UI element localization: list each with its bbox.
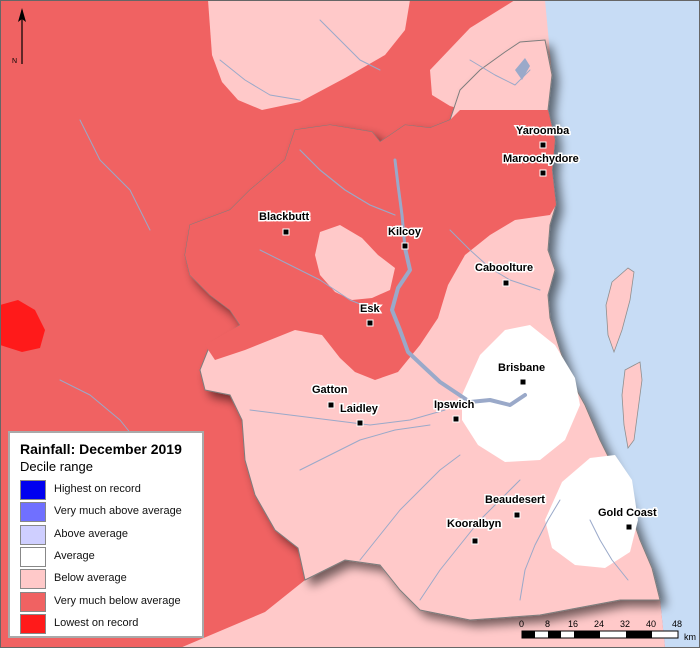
legend-label: Above average [54, 528, 128, 540]
town-label: Kooralbyn [447, 518, 502, 530]
river-west [299, 149, 396, 216]
town-marker-beaudesert [513, 511, 521, 519]
town-marker-goldcoast [625, 523, 633, 531]
legend-swatch [20, 614, 46, 634]
legend: Rainfall: December 2019 Decile range Hig… [8, 431, 204, 638]
town-label: Blackbutt [259, 211, 309, 223]
town-label: Laidley [340, 403, 379, 415]
below-average-pocket [315, 225, 395, 300]
town-marker-laidley [356, 419, 364, 427]
lowest-on-record-patch [0, 300, 45, 352]
town-label: Ipswich [434, 399, 475, 411]
town-marker-brisbane [519, 378, 527, 386]
town-label: Maroochydore [503, 153, 579, 165]
scale-tick-label: 0 [519, 619, 524, 629]
town-label: Yaroomba [516, 125, 570, 137]
town-marker-ipswich [452, 415, 460, 423]
average-zone-goldcoast [545, 455, 638, 568]
scale-unit-label: km [684, 632, 696, 642]
town-marker-yaroomba [539, 141, 547, 149]
below-average-south [180, 560, 665, 648]
lake [515, 58, 530, 80]
creek-9 [219, 59, 301, 101]
town-marker-gatton [327, 401, 335, 409]
creek-2 [249, 409, 446, 426]
creek-6 [519, 499, 561, 601]
creek-5 [359, 454, 461, 561]
north-arrow: N [12, 8, 26, 65]
scale-tick-label: 8 [545, 619, 550, 629]
legend-label: Lowest on record [54, 617, 139, 629]
town-marker-blackbutt [282, 228, 290, 236]
town-marker-maroochydore [539, 169, 547, 177]
scale-tick-label: 32 [620, 619, 630, 629]
island-north [605, 267, 635, 354]
legend-label: Below average [54, 572, 127, 584]
scale-bar: 0 8 16 24 32 40 48 km [519, 619, 696, 642]
town-label: Brisbane [498, 362, 545, 374]
town-label: Beaudesert [485, 494, 545, 506]
legend-swatch [20, 547, 46, 567]
legend-label: Very much below average [54, 595, 181, 607]
legend-subtitle: Decile range [20, 459, 93, 474]
below-average-north [208, 0, 410, 110]
scale-tick-label: 48 [672, 619, 682, 629]
town-marker-kilcoy [401, 242, 409, 250]
legend-swatch [20, 480, 46, 500]
legend-label: Highest on record [54, 483, 141, 495]
legend-swatch [20, 592, 46, 612]
legend-label: Average [54, 550, 95, 562]
north-arrow-icon [18, 8, 26, 22]
scale-tick-label: 24 [594, 619, 604, 629]
north-label: N [12, 58, 17, 65]
creek-4 [419, 479, 521, 601]
town-label: Esk [360, 303, 380, 315]
scale-tick-label: 40 [646, 619, 656, 629]
town-markers [282, 141, 633, 545]
legend-swatch [20, 569, 46, 589]
river-main [390, 246, 527, 407]
legend-swatch [20, 525, 46, 545]
town-marker-caboolture [502, 279, 510, 287]
town-marker-esk [366, 319, 374, 327]
very-much-below-zone [185, 110, 556, 380]
creek-7 [589, 519, 629, 581]
river-upper [393, 158, 407, 250]
town-label: Gatton [312, 384, 348, 396]
town-label: Gold Coast [598, 507, 657, 519]
legend-title: Rainfall: December 2019 [20, 441, 182, 457]
creek-10 [319, 19, 381, 71]
average-zone-brisbane [462, 325, 580, 462]
scale-tick-label: 16 [568, 619, 578, 629]
creek-3 [299, 424, 431, 471]
legend-swatch [20, 502, 46, 522]
creek-12 [79, 119, 151, 231]
town-label: Kilcoy [388, 226, 422, 238]
town-marker-kooralbyn [471, 537, 479, 545]
legend-label: Very much above average [54, 505, 182, 517]
island-south [621, 361, 643, 449]
creek-8 [449, 229, 541, 291]
creek-1 [259, 249, 381, 313]
town-label: Caboolture [475, 262, 533, 274]
